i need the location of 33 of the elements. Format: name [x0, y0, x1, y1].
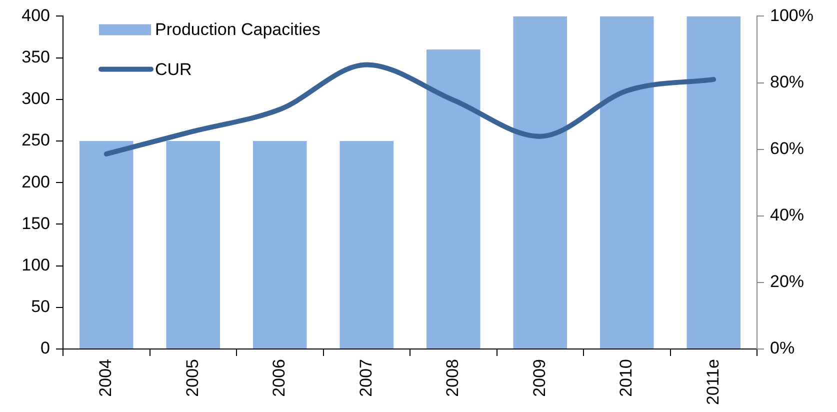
- y-tick-label: 400: [22, 6, 50, 25]
- x-tick-label: 2011e: [703, 358, 722, 406]
- y2-tick-label: 100%: [770, 6, 814, 25]
- x-tick-label: 2004: [96, 358, 116, 397]
- y-tick-label: 0: [40, 338, 50, 358]
- y-tick-label: 50: [31, 297, 50, 316]
- x-tick-label: 2007: [356, 358, 376, 397]
- y2-tick-label: 60%: [770, 139, 804, 158]
- y-tick-label: 200: [22, 172, 50, 192]
- y-tick-label: 300: [22, 89, 50, 108]
- bar: [513, 16, 568, 348]
- bar: [426, 49, 480, 348]
- y2-tick-label: 20%: [770, 272, 804, 292]
- x-tick-label: 2006: [270, 358, 289, 397]
- legend-label: CUR: [155, 60, 192, 79]
- y2-tick-label: 40%: [770, 206, 804, 225]
- x-tick-label: 2005: [182, 358, 202, 397]
- y-tick-label: 100: [22, 255, 50, 274]
- x-tick-label: 2010: [616, 358, 636, 397]
- y2-tick-label: 0%: [770, 338, 795, 358]
- legend-label: Production Capacities: [155, 20, 320, 39]
- x-tick-label: 2009: [530, 358, 549, 397]
- y2-tick-label: 80%: [770, 72, 804, 92]
- bar: [166, 140, 220, 348]
- bar: [340, 140, 394, 348]
- y-tick-label: 250: [22, 130, 50, 150]
- bar: [252, 140, 307, 348]
- y-tick-label: 150: [22, 214, 50, 233]
- y-tick-label: 350: [22, 47, 50, 66]
- x-tick-label: 2008: [443, 358, 462, 397]
- bar: [600, 16, 654, 348]
- bar: [686, 16, 741, 348]
- bar: [79, 140, 134, 348]
